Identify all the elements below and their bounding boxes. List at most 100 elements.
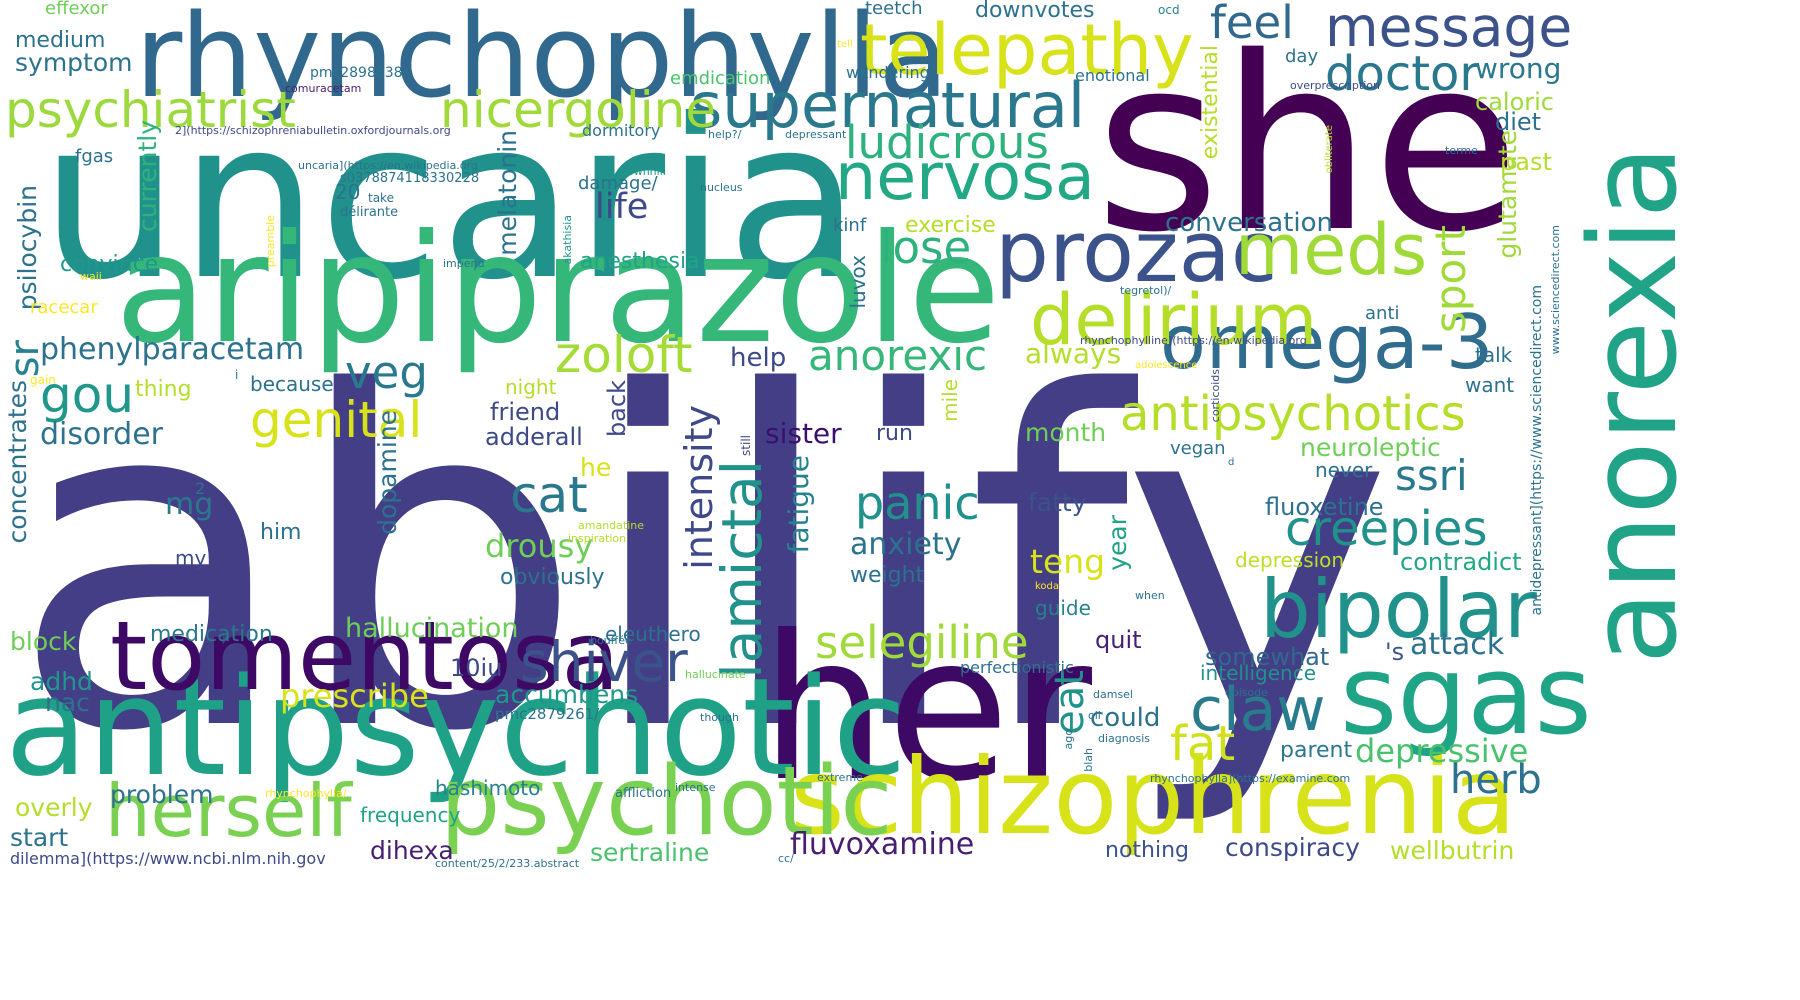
cloud-word: medium (15, 28, 106, 53)
cloud-word: 's (1385, 638, 1405, 666)
cloud-word: day (1285, 46, 1319, 67)
cloud-word: damage/ (578, 173, 658, 194)
cloud-word: fatigue (782, 455, 815, 554)
cloud-word: rhynchophylla](https://examine.com (1150, 772, 1351, 785)
cloud-word: thing (135, 377, 192, 402)
cloud-word: help?/ (708, 128, 742, 141)
cloud-word: start (10, 823, 69, 852)
cloud-word: sgas (1340, 631, 1592, 759)
cloud-word: akathisia (561, 215, 574, 265)
cloud-word: overly (15, 793, 93, 822)
cloud-word: blah (1082, 748, 1095, 772)
cloud-word: anxiety (850, 527, 962, 562)
cloud-word: him (260, 520, 302, 545)
cloud-word: ssri (1395, 451, 1468, 500)
cloud-word: omega-3 (1160, 298, 1494, 386)
cloud-word: antipsychotics (1120, 386, 1466, 442)
cloud-word: exercise (905, 213, 996, 238)
cloud-word: he (580, 453, 612, 482)
cloud-word: fatty (1028, 488, 1087, 517)
cloud-word: run (876, 421, 913, 446)
cloud-word: tomentosa (110, 602, 620, 712)
cloud-word: oil (1088, 709, 1101, 722)
cloud-word: downvotes (975, 0, 1095, 23)
cloud-word: dihexa (370, 836, 454, 865)
cloud-word: ludicrous (845, 116, 1049, 169)
cloud-word: ago (1062, 729, 1075, 750)
cloud-word: gain (30, 373, 56, 387)
cloud-word: lamictal (710, 460, 774, 679)
cloud-word: wrong (1475, 52, 1562, 85)
cloud-word: drousy (485, 527, 594, 565)
cloud-word: www.sciencedirect.com (1549, 225, 1562, 355)
cloud-word: convince (60, 252, 159, 277)
cloud-word: anesthesia (580, 249, 700, 274)
cloud-word: abilify (10, 297, 1394, 832)
cloud-word: prescribe (280, 677, 429, 715)
cloud-word: vegan (1170, 438, 1226, 459)
cloud-word: diagnosis (1098, 732, 1150, 745)
cloud-word: veg (345, 346, 428, 399)
cloud-word: take (368, 191, 394, 205)
cloud-word: perfectionistic (960, 658, 1074, 677)
cloud-word: hallucinate (685, 668, 746, 681)
cloud-word: block (10, 627, 77, 656)
cloud-word: melatonin (493, 130, 522, 256)
cloud-word: fgas (75, 146, 114, 167)
cloud-word: contradict (1400, 548, 1522, 576)
cloud-word: psychotic (440, 747, 893, 857)
cloud-word: schizophrenia (790, 736, 1517, 858)
cloud-word: cat (510, 466, 588, 524)
cloud-word: accumbens (495, 680, 639, 709)
cloud-word: message (1325, 0, 1573, 59)
cloud-word: episode (1225, 686, 1269, 699)
cloud-word: intense (675, 781, 716, 794)
cloud-word: zoloft (555, 326, 693, 384)
cloud-word: enotional (1075, 66, 1150, 85)
cloud-word: cc/ (778, 852, 794, 865)
cloud-word: extreme (817, 771, 863, 784)
cloud-word: effexor (45, 0, 108, 19)
cloud-word: my (175, 546, 207, 570)
cloud-word: meds (1235, 209, 1428, 291)
cloud-word: feel (1210, 0, 1294, 49)
cloud-word: content/25/2/233.abstract (435, 857, 580, 870)
cloud-word: dopamine (373, 410, 402, 535)
cloud-word: adhd (30, 667, 93, 696)
cloud-word: because (250, 372, 334, 396)
cloud-word: intensity (677, 405, 721, 570)
cloud-word: fluvoxamine (790, 827, 975, 862)
cloud-word: sister (765, 417, 842, 450)
cloud-word: eat (1047, 670, 1093, 735)
cloud-word: terme (1445, 144, 1478, 157)
cloud-word: délirante (340, 205, 399, 220)
cloud-word: herself (105, 769, 352, 853)
cloud-word: nac (45, 688, 90, 717)
cloud-word: when (1135, 589, 1165, 602)
cloud-word: rhynchophylline](https://en.wikipedia.or… (1080, 334, 1307, 347)
cloud-word: eleuthero (605, 622, 701, 646)
cloud-word: caloric (1475, 88, 1554, 116)
cloud-word: supernatural (690, 69, 1086, 142)
cloud-word: antidepressant](https://www.sciencedirec… (1529, 285, 1545, 616)
cloud-word: mile (938, 379, 962, 422)
cloud-word: amandatine (578, 519, 644, 532)
cloud-word: nicergoline (440, 81, 717, 139)
cloud-word: overprescription (1290, 79, 1380, 92)
cloud-word: 20 (335, 180, 361, 204)
cloud-word: uncaria (40, 72, 862, 328)
cloud-word: herb (1450, 757, 1542, 803)
cloud-word: attack (1410, 627, 1505, 662)
cloud-word: doctor (1325, 46, 1480, 102)
cloud-word: problem (110, 780, 214, 809)
cloud-word: psilocybin (13, 185, 42, 311)
cloud-word: lose (880, 221, 972, 274)
cloud-word: wkndering (846, 63, 930, 82)
cloud-word: year (1103, 515, 1132, 571)
cloud-word: bouffée (590, 634, 632, 647)
cloud-word: luvox (846, 255, 870, 309)
cloud-word: nervosa (835, 140, 1095, 215)
cloud-word: prozac (995, 203, 1278, 302)
cloud-word: neuroleptic (1300, 433, 1441, 462)
